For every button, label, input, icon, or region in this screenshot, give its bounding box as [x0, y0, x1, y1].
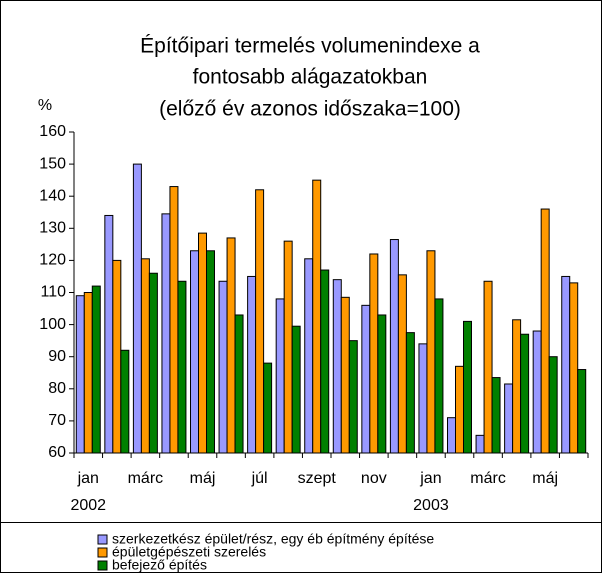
bar [418, 343, 428, 454]
bar [512, 319, 522, 454]
bar [140, 258, 150, 454]
chart-title: (előző év azonos időszaka=100) [159, 98, 461, 121]
bar [462, 320, 472, 454]
bar [426, 250, 436, 454]
legend-label: szerkezetkész épület/rész, egy éb építmé… [112, 531, 434, 547]
bar [504, 383, 514, 454]
bar [561, 275, 571, 454]
bar [120, 349, 130, 454]
bar [361, 304, 371, 454]
bar [455, 365, 464, 454]
y-tick-label: 80 [48, 380, 66, 397]
bar [226, 237, 236, 454]
bar [377, 314, 387, 454]
bar [91, 285, 101, 454]
bar [177, 280, 187, 454]
bar [483, 280, 493, 454]
bar [263, 362, 273, 454]
x-tick-label: máj [190, 470, 216, 487]
chart-title: fontosabb alágazatokban [193, 66, 428, 89]
bar [532, 330, 542, 454]
bar [255, 189, 265, 454]
bar [332, 279, 342, 454]
y-tick-label: 140 [39, 187, 66, 204]
x-tick-label: máj [532, 470, 558, 487]
bar [320, 269, 330, 454]
bar [291, 325, 301, 454]
legend-label: befejező építés [112, 557, 207, 573]
bar [348, 340, 358, 454]
bar [205, 250, 215, 454]
bar [247, 275, 257, 454]
bar [577, 369, 587, 454]
chart-title: Építőipari termelés volumenindexe a [140, 35, 480, 58]
y-axis-label: % [38, 97, 52, 114]
y-tick-label: 100 [39, 316, 66, 333]
bar [218, 280, 228, 454]
x-tick-label: szept [298, 470, 337, 487]
bar [475, 434, 485, 454]
x-tick-label: nov [361, 470, 387, 487]
bar [169, 186, 179, 454]
bar [569, 282, 579, 454]
bar [190, 250, 200, 454]
bar [397, 274, 407, 454]
year-label: 2002 [70, 497, 106, 514]
year-label: 2003 [413, 497, 449, 514]
y-tick-label: 120 [39, 252, 66, 269]
bar [340, 296, 350, 454]
bar [198, 232, 207, 454]
bar [491, 377, 501, 454]
bar [132, 163, 142, 454]
bar [369, 253, 379, 454]
bar [389, 239, 399, 454]
y-tick-label: 130 [39, 220, 66, 237]
bar [447, 417, 457, 454]
bar [104, 214, 114, 454]
legend-swatch [97, 560, 108, 571]
y-tick-label: 90 [48, 348, 66, 365]
y-tick-label: 110 [40, 284, 66, 301]
bar [275, 298, 285, 454]
bar [234, 314, 244, 454]
bar [112, 259, 122, 454]
bar [75, 295, 85, 454]
bar [304, 258, 314, 454]
y-tick-label: 60 [48, 444, 66, 461]
bar [312, 179, 322, 454]
bar [434, 298, 444, 454]
y-tick-label: 160 [39, 123, 66, 140]
y-tick-label: 70 [48, 412, 66, 429]
bar [283, 240, 293, 454]
x-tick-label: márc [470, 470, 506, 487]
x-tick-label: júl [251, 470, 268, 487]
bar [161, 213, 171, 454]
legend-label: épületgépészeti szerelés [112, 544, 266, 560]
bar [520, 333, 530, 454]
legend-swatch [97, 534, 108, 545]
bar [148, 272, 158, 454]
x-tick-label: jan [77, 470, 99, 487]
bar [83, 292, 93, 454]
x-tick-label: jan [419, 470, 441, 487]
bar [548, 356, 558, 454]
legend-swatch [97, 547, 108, 558]
y-tick-label: 150 [39, 155, 66, 172]
bar [540, 208, 550, 454]
x-tick-label: márc [128, 470, 164, 487]
bar [405, 332, 415, 454]
